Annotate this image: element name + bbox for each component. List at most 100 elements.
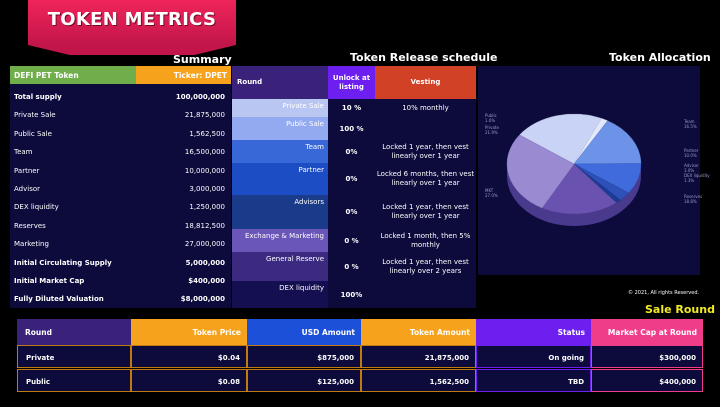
summary-row-label: Initial Circulating Supply xyxy=(14,258,112,267)
release-round-cell: Private Sale xyxy=(232,99,328,117)
allocation-legend-entry: Public 1.6% xyxy=(485,113,497,123)
sale-row-cell: 1,562,500 xyxy=(361,369,476,392)
summary-row-label: Team xyxy=(14,148,33,157)
summary-row-value: 1,250,000 xyxy=(189,203,225,212)
summary-row-label: Private Sale xyxy=(14,111,56,120)
summary-row-value: $400,000 xyxy=(188,277,225,285)
sale-row-cell: $0.04 xyxy=(131,345,247,368)
release-round-cell: General Reserve xyxy=(232,252,328,281)
summary-row: DEX liquidity 1,250,000 xyxy=(10,198,231,216)
allocation-legend-entry: Advisor 3.0% xyxy=(684,163,699,173)
allocation-legend-entry: DEX liquidity 1.3% xyxy=(684,173,710,183)
pie-side-wall xyxy=(507,164,641,226)
sale-row-cell: $400,000 xyxy=(591,369,703,392)
pie-slice xyxy=(519,113,602,165)
summary-row-label: Advisor xyxy=(14,185,41,193)
legend-entry-pct: 18.8% xyxy=(684,199,697,204)
release-round-cell: Advisors xyxy=(232,195,328,229)
summary-row-value: 1,562,500 xyxy=(189,129,225,138)
summary-row: Fully Diluted Valuation $8,000,000 xyxy=(10,290,231,308)
release-unlock-cell: 0 % xyxy=(344,262,359,271)
summary-row-value: 100,000,000 xyxy=(175,93,225,101)
summary-row: Team 16,500,000 xyxy=(10,143,231,161)
legend-entry-pct: 3.0% xyxy=(684,168,695,173)
release-round-cell: Team xyxy=(232,140,328,163)
release-round-cell: Public Sale xyxy=(232,117,328,140)
sale-header-cell: Status xyxy=(476,319,591,345)
release-unlock-cell: 0% xyxy=(345,208,358,216)
release-unlock-cell: 10 % xyxy=(341,104,362,112)
sale-row-cell: $125,000 xyxy=(247,369,361,392)
allocation-legend-entry: Reserves 18.8% xyxy=(684,194,702,204)
legend-entry-name: Partner xyxy=(684,148,699,153)
release-vesting-cell: Locked 1 year, then vest linearly over 1… xyxy=(382,203,469,220)
summary-row-label: Marketing xyxy=(14,240,49,249)
page-title: TOKEN METRICS xyxy=(47,9,217,30)
sale-row-cell: Private xyxy=(17,345,131,368)
summary-row-value: 27,000,000 xyxy=(184,240,225,249)
summary-row-value: 21,875,000 xyxy=(184,111,225,120)
summary-header-ticker: Ticker: DPET xyxy=(136,66,231,84)
summary-row-value: 5,000,000 xyxy=(185,258,225,267)
title-banner xyxy=(28,0,236,45)
title-banner-tip xyxy=(28,45,236,55)
sale-header-cell: Market Cap at Round xyxy=(591,319,703,345)
release-round-cell: Partner xyxy=(232,163,328,195)
release-round-cell: Exchange & Marketing xyxy=(232,229,328,252)
summary-row-value: 18,812,500 xyxy=(184,221,225,230)
legend-entry-name: DEX liquidity xyxy=(684,173,710,178)
release-vesting-cell: Locked 1 year, then vest linearly over 2… xyxy=(382,257,469,275)
release-vesting-cell: 10% monthly xyxy=(402,104,449,112)
sale-row-cell: $875,000 xyxy=(247,345,361,368)
summary-row-value: 3,000,000 xyxy=(189,185,225,193)
sale-header-cell: Round xyxy=(17,319,131,345)
sale-row-cell: On going xyxy=(476,345,591,368)
pie-slice xyxy=(541,163,617,215)
release-vesting-cell: Locked 1 year, then vest linearly over 1… xyxy=(382,142,469,160)
sale-row-cell: 21,875,000 xyxy=(361,345,476,368)
release-round-cell: DEX liquidity xyxy=(232,281,328,308)
legend-entry-name: Reserves xyxy=(684,194,703,199)
sale-header-cell: USD Amount xyxy=(247,319,361,345)
summary-heading: Summary xyxy=(173,53,232,66)
summary-row-label: Public Sale xyxy=(14,129,52,138)
legend-entry-pct: 16.5% xyxy=(684,124,697,129)
allocation-pie-chart xyxy=(506,113,642,226)
release-unlock-cell: 0 % xyxy=(344,236,359,245)
legend-entry-name: Team xyxy=(684,119,695,124)
sale-row-cell: $300,000 xyxy=(591,345,703,368)
summary-row: Advisor 3,000,000 xyxy=(10,180,231,198)
sale-row-cell: $0.08 xyxy=(131,369,247,392)
allocation-legend-entry: MKT 27.0% xyxy=(485,188,498,198)
release-vesting-cell: Locked 1 month, then 5% monthly xyxy=(380,231,471,249)
release-heading: Token Release schedule xyxy=(350,51,498,64)
legend-entry-pct: 21.9% xyxy=(485,130,498,135)
release-unlock-cell: 100% xyxy=(340,290,363,299)
summary-row-value: 10,000,000 xyxy=(184,166,225,175)
pie-slice xyxy=(573,120,642,165)
legend-entry-name: Public xyxy=(485,113,497,118)
pie-slice xyxy=(506,134,575,209)
copyright-text: © 2021, All rights Reserved. xyxy=(628,290,700,296)
sale-row-cell: TBD xyxy=(476,369,591,392)
summary-row: Partner 10,000,000 xyxy=(10,162,231,180)
summary-row-label: DEX liquidity xyxy=(14,203,59,212)
release-header-round: Round xyxy=(232,66,328,99)
summary-row: Private Sale 21,875,000 xyxy=(10,106,231,124)
summary-row: Total supply 100,000,000 xyxy=(10,88,231,106)
legend-entry-pct: 27.0% xyxy=(485,193,498,198)
sale-header-cell: Token Price xyxy=(131,319,247,345)
sale-header-cell: Token Amount xyxy=(361,319,476,345)
allocation-heading: Token Allocation xyxy=(609,51,711,64)
summary-table xyxy=(10,66,231,308)
summary-row-label: Partner xyxy=(14,166,40,175)
allocation-legend-entry: Team 16.5% xyxy=(684,119,697,129)
summary-row: Reserves 18,812,500 xyxy=(10,217,231,235)
legend-entry-name: Private xyxy=(485,125,499,130)
release-header-unlock: Unlock at listing xyxy=(328,66,375,99)
release-vesting-cell: Locked 6 months, then vest linearly over… xyxy=(376,170,475,187)
allocation-legend-entry: Private 21.9% xyxy=(485,125,499,135)
release-unlock-cell: 0% xyxy=(345,147,358,156)
summary-row-label: Initial Market Cap xyxy=(14,277,85,285)
legend-entry-pct: 10.0% xyxy=(684,153,697,158)
